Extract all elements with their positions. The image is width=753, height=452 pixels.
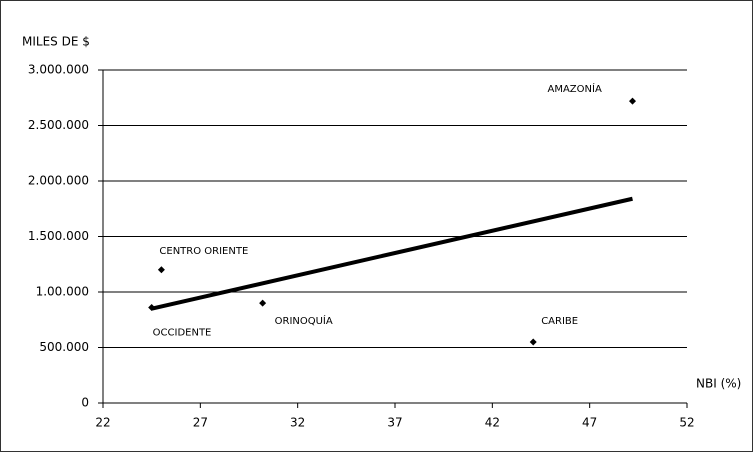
point-label: AMAZONÍA <box>547 82 601 95</box>
y-tick-label: 1.500.000 <box>28 229 89 243</box>
x-tick-label: 47 <box>582 416 597 430</box>
point-label: ORINOQUÍA <box>275 314 333 327</box>
x-tick-label: 27 <box>193 416 208 430</box>
x-tick-label: 42 <box>485 416 500 430</box>
point-label: OCCIDENTE <box>153 328 212 339</box>
x-tick-label: 37 <box>387 416 402 430</box>
point <box>259 299 267 307</box>
y-tick-label: 500.000 <box>39 340 89 354</box>
point <box>148 304 156 312</box>
point <box>628 97 636 105</box>
point-label: CARIBE <box>541 316 578 327</box>
point-label: CENTRO ORIENTE <box>159 246 248 257</box>
x-axis-label: NBI (%) <box>696 377 741 391</box>
point <box>157 266 165 274</box>
trendline <box>151 196 633 311</box>
x-tick-label: 52 <box>679 416 694 430</box>
y-tick-label: 2.500.000 <box>28 118 89 132</box>
y-axis-label: MILES DE $ <box>22 35 90 49</box>
y-tick-label: 0 <box>81 396 89 410</box>
y-tick-label: 1.00.000 <box>36 285 89 299</box>
x-tick-label: 22 <box>95 416 110 430</box>
y-tick-label: 3.000.000 <box>28 63 89 77</box>
y-tick-label: 2.000.000 <box>28 174 89 188</box>
x-tick-label: 32 <box>290 416 305 430</box>
point <box>529 338 537 346</box>
